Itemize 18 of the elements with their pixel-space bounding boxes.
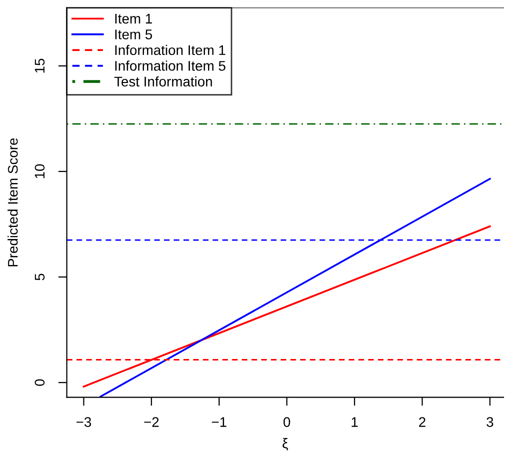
legend-label: Information Item 5 bbox=[115, 60, 226, 71]
x-tick-label: −1 bbox=[212, 417, 226, 427]
legend-label: Item 5 bbox=[115, 30, 152, 40]
x-axis-title: ξ bbox=[282, 438, 288, 451]
x-tick-label: −2 bbox=[144, 417, 159, 427]
x-tick-label: −3 bbox=[76, 417, 92, 427]
x-tick-label: 2 bbox=[419, 417, 426, 427]
y-tick-label: 0 bbox=[34, 379, 45, 386]
x-tick-label: 0 bbox=[284, 417, 290, 427]
x-tick-label: 3 bbox=[486, 417, 494, 427]
y-tick-label: 10 bbox=[34, 164, 45, 178]
legend-label: Test Information bbox=[114, 76, 212, 87]
legend-label: Item 1 bbox=[115, 14, 152, 24]
y-tick-label: 5 bbox=[34, 274, 45, 280]
x-tick-label: 1 bbox=[352, 417, 358, 427]
legend-label: Information Item 1 bbox=[115, 44, 226, 56]
y-tick-label: 15 bbox=[34, 58, 45, 73]
y-axis-title: Predicted Item Score bbox=[8, 138, 18, 266]
